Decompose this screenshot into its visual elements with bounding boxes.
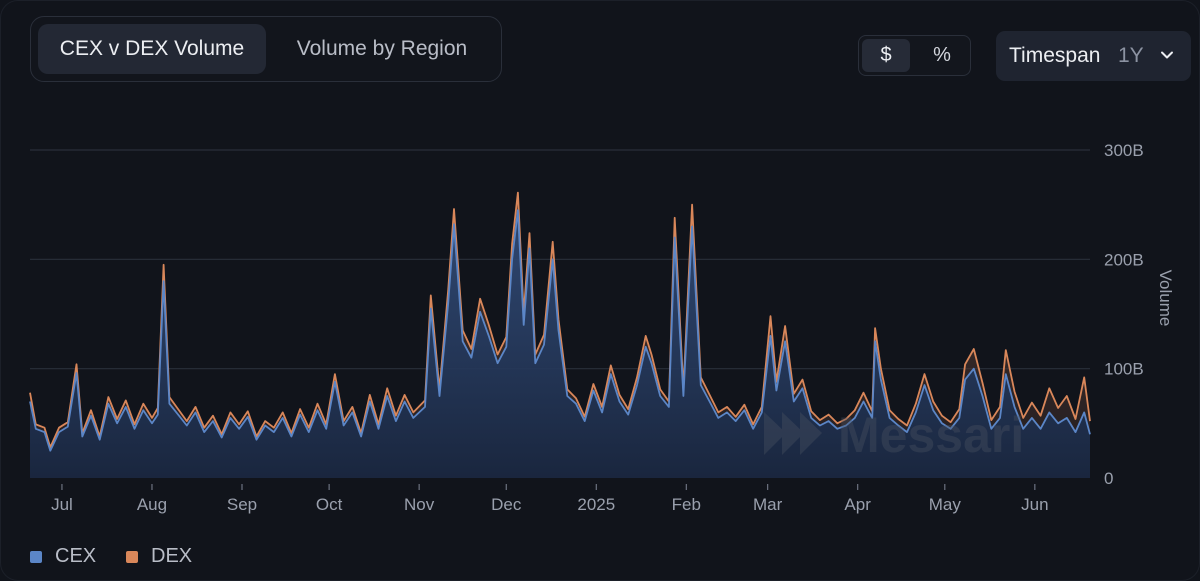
cex-series-line	[29, 209, 1091, 452]
y-tick-label: 300B	[1104, 141, 1144, 160]
x-tick-label: Apr	[844, 495, 871, 514]
watermark-text: Messari	[838, 407, 1024, 463]
legend-swatch-cex	[30, 551, 42, 563]
x-tick-label: Sep	[227, 495, 257, 514]
tab-cex-v-dex-volume[interactable]: CEX v DEX Volume	[38, 24, 266, 74]
area-layer	[29, 191, 1091, 478]
chevron-down-icon	[1161, 51, 1173, 59]
timespan-value: 1Y	[1118, 44, 1144, 67]
x-tick-label: May	[929, 495, 962, 514]
unit-percent-button[interactable]: %	[933, 44, 951, 66]
timespan-label: Timespan	[1009, 44, 1101, 67]
tab-volume-by-region[interactable]: Volume by Region	[296, 37, 468, 60]
x-tick-label: Jun	[1021, 495, 1048, 514]
unit-toggle: $ %	[858, 35, 971, 76]
x-tick-label: Feb	[672, 495, 701, 514]
y-tick-label: 0	[1104, 469, 1113, 488]
x-tick-label: Aug	[137, 495, 167, 514]
y-axis-label: Volume	[1156, 270, 1175, 327]
legend-label-dex: DEX	[151, 545, 193, 567]
messari-logo-icon	[764, 412, 822, 455]
view-tab-group: CEX v DEX Volume Volume by Region	[30, 16, 502, 82]
y-tick-label: 200B	[1104, 250, 1144, 269]
unit-dollar-button[interactable]: $	[862, 39, 910, 72]
x-tick-label: 2025	[577, 495, 615, 514]
x-tick-label: Mar	[753, 495, 783, 514]
timespan-dropdown[interactable]: Timespan 1Y	[996, 31, 1191, 81]
x-tick-label: Nov	[404, 495, 435, 514]
x-tick-label: Oct	[316, 495, 343, 514]
y-tick-label: 100B	[1104, 360, 1144, 379]
dex-series-line	[29, 191, 1091, 449]
x-tick-label: Jul	[51, 495, 73, 514]
x-tick-label: Dec	[491, 495, 522, 514]
legend-label-cex: CEX	[55, 545, 97, 567]
legend-swatch-dex	[126, 551, 138, 563]
axis-layer: Jul Aug Sep Oct Nov Dec 2025 Feb Mar Apr May Jun	[51, 484, 1049, 514]
watermark: Messari	[764, 407, 1024, 463]
